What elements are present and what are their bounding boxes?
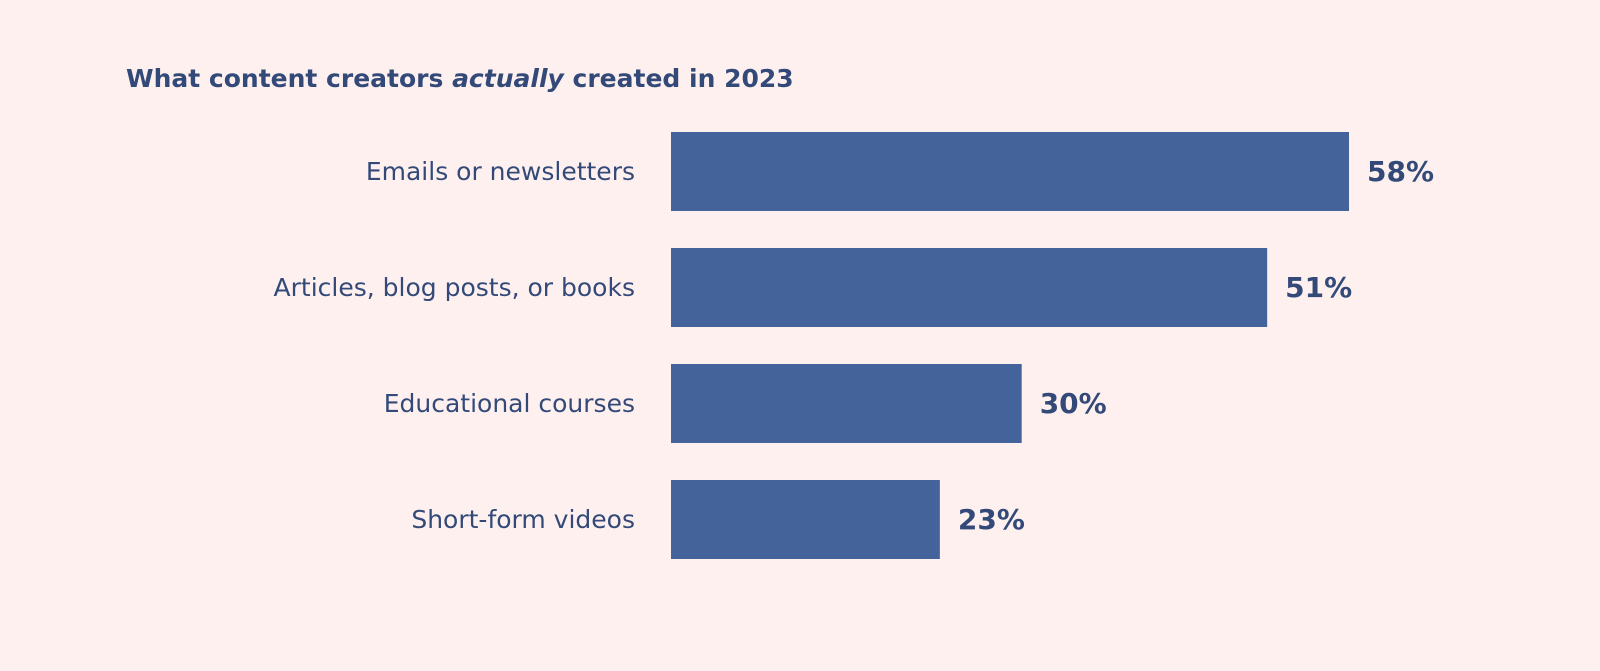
chart-title: What content creators actually created i… [126,64,794,93]
title-text-start: What content creators [126,64,453,93]
value-label: 58% [1367,155,1434,188]
title-text-emphasis: actually [452,64,564,93]
value-label: 23% [958,503,1025,536]
bar-3 [671,480,940,559]
category-label: Articles, blog posts, or books [274,273,635,302]
category-label: Short-form videos [411,505,635,534]
bar-0 [671,132,1349,211]
category-label: Emails or newsletters [366,157,635,186]
value-label: 30% [1040,387,1107,420]
bar-1 [671,248,1268,327]
bar-2 [671,364,1022,443]
category-label: Educational courses [384,389,635,418]
title-text-end: created in 2023 [563,64,794,93]
value-label: 51% [1285,271,1352,304]
